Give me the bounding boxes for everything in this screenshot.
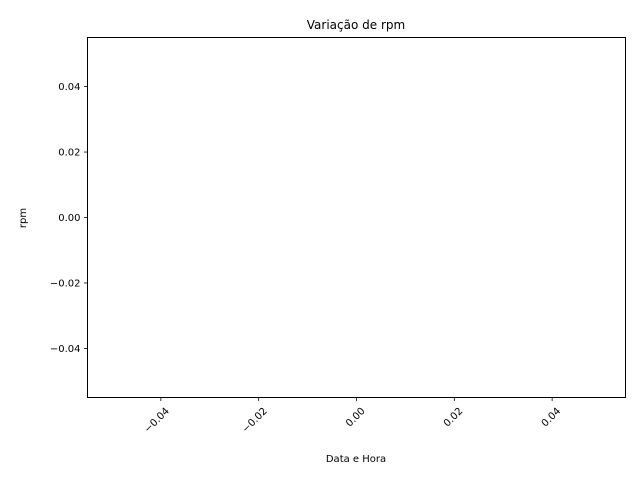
x-axis-label: Data e Hora bbox=[326, 454, 386, 465]
y-axis-label: rpm bbox=[18, 208, 29, 228]
y-tick-label: 0.02 bbox=[58, 148, 80, 159]
y-axis-ticks: 0.04 0.02 0.00 −0.02 −0.04 bbox=[50, 82, 88, 355]
y-tick-label: −0.02 bbox=[50, 278, 81, 289]
axes-frame bbox=[87, 37, 626, 398]
y-tick-label: 0.04 bbox=[58, 82, 80, 93]
y-tick-label: 0.00 bbox=[58, 213, 80, 224]
y-tick-label: −0.04 bbox=[50, 344, 81, 355]
chart-title: Variação de rpm bbox=[307, 18, 405, 32]
